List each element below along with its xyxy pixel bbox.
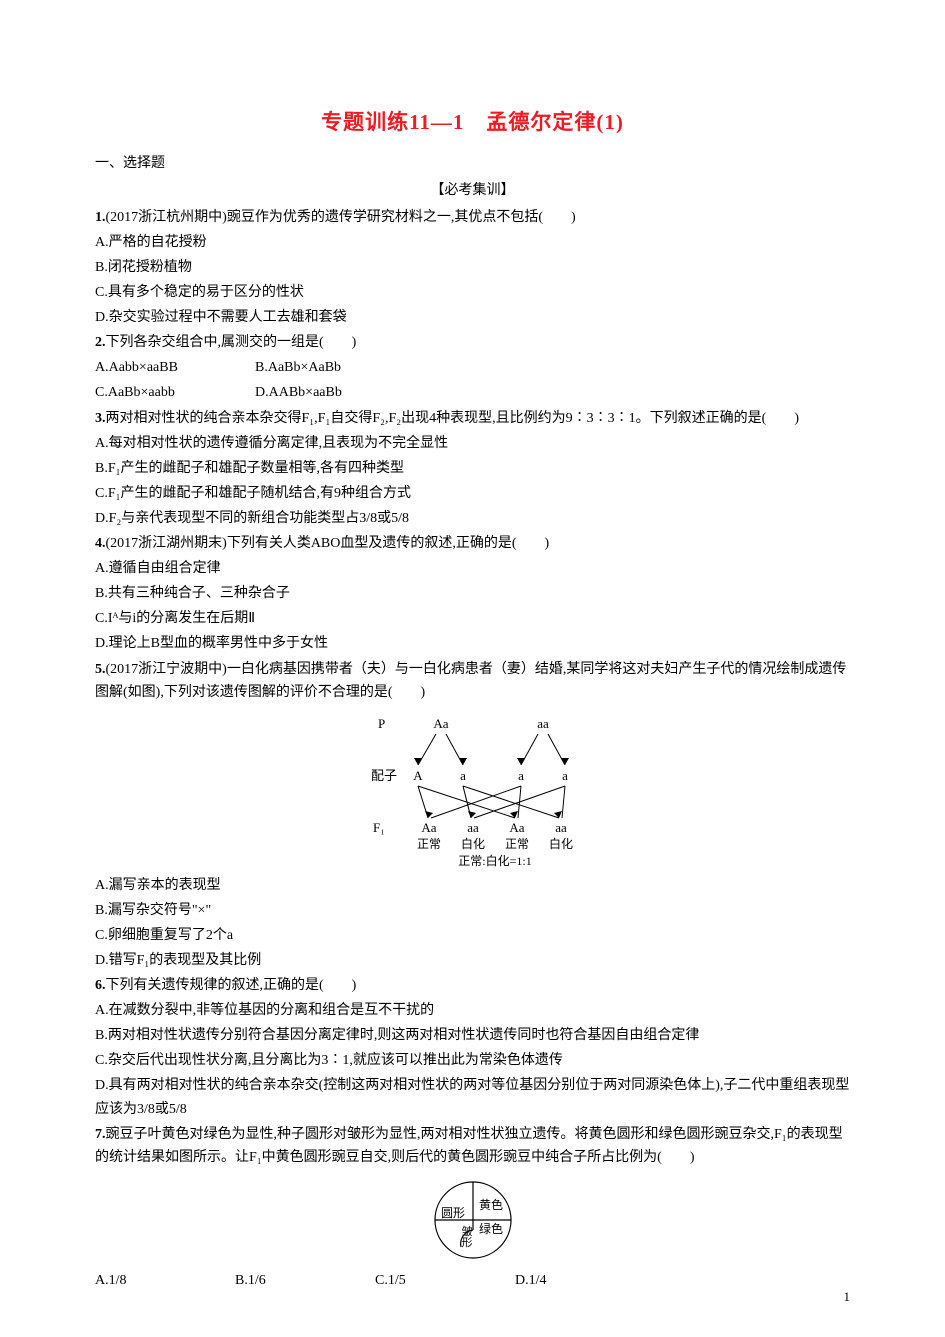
question-text: (2017浙江杭州期中)豌豆作为优秀的遗传学研究材料之一,其优点不包括( ) bbox=[106, 210, 576, 225]
parent-2: aa bbox=[537, 716, 549, 731]
page-title: 专题训练11—1 孟德尔定律(1) bbox=[95, 105, 850, 140]
option-C: C.Iᴬ与i的分离发生在后期Ⅱ bbox=[95, 607, 850, 630]
question-stem: 3.两对相对性状的纯合亲本杂交得F₁,F₁自交得F₂,F₂出现4种表现型,且比例… bbox=[95, 407, 850, 430]
label-F1: F₁ bbox=[373, 820, 385, 835]
sub-heading: 【必考集训】 bbox=[95, 179, 850, 202]
option-C: C.卵细胞重复写了2个a bbox=[95, 924, 850, 947]
option-B: B.AaBb×AaBb bbox=[255, 356, 415, 379]
option-C: C.F₁产生的雌配子和雄配子随机结合,有9种组合方式 bbox=[95, 482, 850, 505]
option-D: D.AABb×aaBb bbox=[255, 381, 415, 404]
f1-geno-1: Aa bbox=[421, 820, 436, 835]
option-C: C.1/5 bbox=[375, 1269, 515, 1292]
option-D: D.杂交实验过程中不需要人工去雄和套袋 bbox=[95, 306, 850, 329]
option-row: C.AaBb×aabb D.AABb×aaBb bbox=[95, 381, 850, 404]
option-D: D.理论上B型血的概率男性中多于女性 bbox=[95, 632, 850, 655]
pie-slice-3-b: 形 bbox=[461, 1236, 472, 1249]
question-text: 豌豆子叶黄色对绿色为显性,种子圆形对皱形为显性,两对相对性状独立遗传。将黄色圆形… bbox=[95, 1127, 843, 1165]
question-stem: 2.下列各杂交组合中,属测交的一组是( ) bbox=[95, 331, 850, 354]
question-stem: 5.(2017浙江宁波期中)一白化病基因携带者（夫）与一白化病患者（妻）结婚,某… bbox=[95, 658, 850, 704]
f1-pheno-3: 正常 bbox=[504, 837, 528, 851]
option-B: B.共有三种纯合子、三种杂合子 bbox=[95, 582, 850, 605]
option-A: A.遵循自由组合定律 bbox=[95, 557, 850, 580]
section-heading: 一、选择题 bbox=[95, 152, 850, 175]
f1-geno-2: aa bbox=[467, 820, 479, 835]
question-stem: 6.下列有关遗传规律的叙述,正确的是( ) bbox=[95, 974, 850, 997]
pie-slice-4: 绿色 bbox=[478, 1221, 502, 1236]
question-number: 7. bbox=[95, 1127, 106, 1142]
f1-ratio: 正常:白化=1:1 bbox=[458, 853, 531, 868]
f1-pheno-4: 白化 bbox=[548, 836, 572, 851]
question-text: 下列有关遗传规律的叙述,正确的是( ) bbox=[106, 978, 357, 993]
pie-chart: 圆形 黄色 皱 形 绿色 bbox=[413, 1175, 533, 1265]
question-stem: 1.(2017浙江杭州期中)豌豆作为优秀的遗传学研究材料之一,其优点不包括( ) bbox=[95, 206, 850, 229]
pie-slice-1: 圆形 bbox=[440, 1206, 464, 1220]
option-C: C.AaBb×aabb bbox=[95, 381, 255, 404]
question-text: 下列各杂交组合中,属测交的一组是( ) bbox=[106, 335, 357, 350]
gamete-4: a bbox=[562, 768, 568, 783]
gamete-label: 配子 bbox=[371, 768, 397, 783]
option-C: C.杂交后代出现性状分离,且分离比为3∶1,就应该可以推出此为常染色体遗传 bbox=[95, 1049, 850, 1072]
question-number: 6. bbox=[95, 978, 106, 993]
option-D: D.1/4 bbox=[515, 1269, 655, 1292]
option-A: A.Aabb×aaBB bbox=[95, 356, 255, 379]
pie-slice-2: 黄色 bbox=[478, 1198, 502, 1212]
f1-geno-3: Aa bbox=[509, 820, 524, 835]
page-number: 1 bbox=[844, 1286, 851, 1307]
option-A: A.1/8 bbox=[95, 1269, 235, 1292]
f1-pheno-2: 白化 bbox=[460, 836, 484, 851]
option-B: B.两对相对性状遗传分别符合基因分离定律时,则这两对相对性状遗传同时也符合基因自… bbox=[95, 1024, 850, 1047]
question-number: 4. bbox=[95, 536, 106, 551]
gamete-1: A bbox=[413, 768, 423, 783]
f1-geno-4: aa bbox=[555, 820, 567, 835]
option-A: A.每对相对性状的遗传遵循分离定律,且表现为不完全显性 bbox=[95, 432, 850, 455]
label-P: P bbox=[378, 716, 385, 731]
option-A: A.漏写亲本的表现型 bbox=[95, 874, 850, 897]
question-text: (2017浙江宁波期中)一白化病基因携带者（夫）与一白化病患者（妻）结婚,某同学… bbox=[95, 662, 846, 700]
question-number: 1. bbox=[95, 210, 106, 225]
genetics-diagram: P Aa aa 配子 A a a a F₁ Aa aa Aa aa 正常 白化 … bbox=[323, 710, 623, 870]
option-A: A.在减数分裂中,非等位基因的分离和组合是互不干扰的 bbox=[95, 999, 850, 1022]
option-D: D.错写F₁的表现型及其比例 bbox=[95, 949, 850, 972]
option-B: B.F₁产生的雌配子和雄配子数量相等,各有四种类型 bbox=[95, 457, 850, 480]
question-number: 3. bbox=[95, 411, 106, 426]
option-D: D.F₂与亲代表现型不同的新组合功能类型占3/8或5/8 bbox=[95, 507, 850, 530]
option-row: A.1/8 B.1/6 C.1/5 D.1/4 bbox=[95, 1269, 850, 1292]
option-D: D.具有两对相对性状的纯合亲本杂交(控制这两对相对性状的两对等位基因分别位于两对… bbox=[95, 1074, 850, 1120]
question-text: (2017浙江湖州期末)下列有关人类ABO血型及遗传的叙述,正确的是( ) bbox=[106, 536, 550, 551]
option-A: A.严格的自花授粉 bbox=[95, 231, 850, 254]
question-stem: 4.(2017浙江湖州期末)下列有关人类ABO血型及遗传的叙述,正确的是( ) bbox=[95, 532, 850, 555]
question-number: 2. bbox=[95, 335, 106, 350]
question-number: 5. bbox=[95, 662, 106, 677]
parent-1: Aa bbox=[433, 716, 448, 731]
option-C: C.具有多个稳定的易于区分的性状 bbox=[95, 281, 850, 304]
f1-pheno-1: 正常 bbox=[416, 837, 440, 851]
question-stem: 7.豌豆子叶黄色对绿色为显性,种子圆形对皱形为显性,两对相对性状独立遗传。将黄色… bbox=[95, 1123, 850, 1169]
gamete-2: a bbox=[460, 768, 466, 783]
option-B: B.漏写杂交符号"×" bbox=[95, 899, 850, 922]
option-B: B.闭花授粉植物 bbox=[95, 256, 850, 279]
question-text: 两对相对性状的纯合亲本杂交得F₁,F₁自交得F₂,F₂出现4种表现型,且比例约为… bbox=[106, 411, 800, 426]
option-B: B.1/6 bbox=[235, 1269, 375, 1292]
gamete-3: a bbox=[518, 768, 524, 783]
option-row: A.Aabb×aaBB B.AaBb×AaBb bbox=[95, 356, 850, 379]
